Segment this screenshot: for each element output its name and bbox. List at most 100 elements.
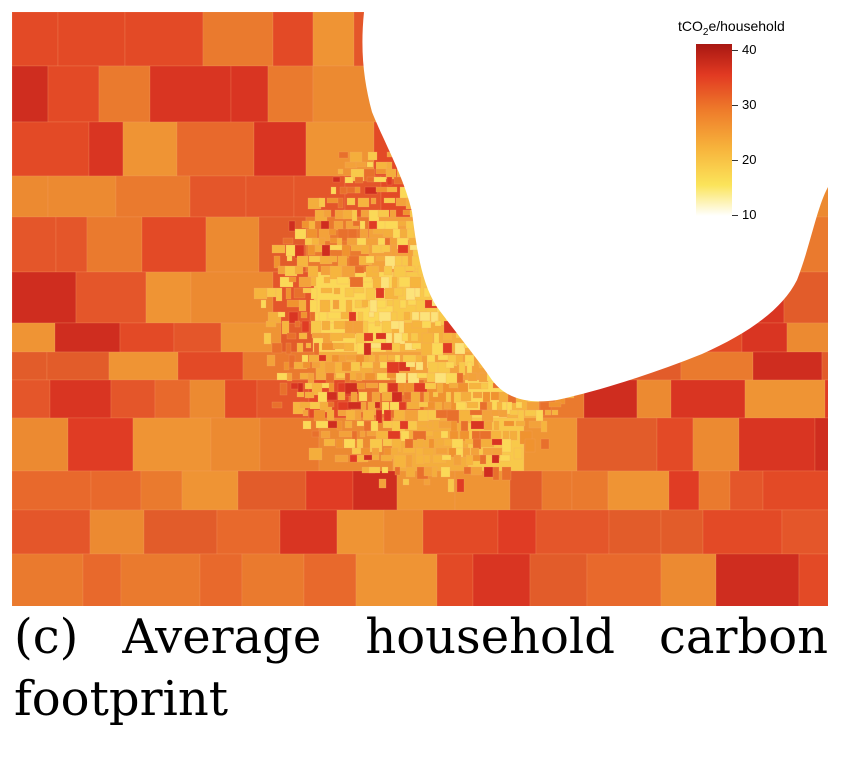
tract xyxy=(305,342,312,349)
tract xyxy=(786,322,828,353)
tract xyxy=(383,509,424,555)
tract xyxy=(445,361,455,369)
tract xyxy=(266,354,276,367)
tract xyxy=(336,420,343,431)
tract xyxy=(288,354,296,369)
tract xyxy=(412,430,427,441)
tract xyxy=(333,287,341,295)
tract xyxy=(469,409,484,416)
tract xyxy=(327,420,339,429)
tract xyxy=(395,372,407,385)
tract xyxy=(253,287,268,300)
tract xyxy=(744,379,826,419)
tract xyxy=(405,361,416,368)
tract xyxy=(384,220,399,231)
tract xyxy=(298,332,308,340)
tract xyxy=(490,391,500,401)
tract xyxy=(337,197,344,209)
tract xyxy=(241,553,305,606)
tract xyxy=(434,372,448,384)
tract xyxy=(273,255,281,269)
tract xyxy=(376,299,387,309)
tract xyxy=(337,391,346,401)
tract xyxy=(332,299,340,310)
tract xyxy=(355,161,367,168)
tract xyxy=(660,509,704,555)
tract xyxy=(501,438,512,453)
tract xyxy=(365,255,375,264)
tract xyxy=(466,401,479,409)
tract xyxy=(288,311,299,324)
tract xyxy=(411,311,420,321)
tract xyxy=(271,244,286,254)
legend-tick-mark xyxy=(732,215,738,216)
tract xyxy=(360,244,370,255)
tract xyxy=(318,354,327,362)
tract xyxy=(279,509,338,555)
tract xyxy=(371,454,380,461)
tract xyxy=(331,354,340,363)
tract xyxy=(285,287,292,300)
tract xyxy=(189,379,226,419)
tract xyxy=(460,391,472,402)
tract xyxy=(405,454,413,469)
tract xyxy=(263,332,272,345)
tract xyxy=(288,276,297,283)
tract xyxy=(375,168,387,175)
tract xyxy=(373,176,387,183)
tract xyxy=(310,287,318,300)
legend-title-subscript: 2 xyxy=(702,26,709,38)
tract xyxy=(336,276,350,285)
tract xyxy=(296,391,305,398)
tract xyxy=(343,438,356,449)
tract xyxy=(490,409,501,417)
tract xyxy=(368,466,381,474)
tract xyxy=(375,409,383,424)
tract xyxy=(368,354,376,363)
tract xyxy=(279,382,288,396)
tract xyxy=(115,175,191,218)
tract xyxy=(442,342,453,354)
tract xyxy=(405,287,416,301)
tract xyxy=(515,401,523,409)
tract xyxy=(379,361,388,369)
tract xyxy=(371,391,381,404)
tract xyxy=(140,470,183,511)
tract xyxy=(524,409,538,417)
tract xyxy=(89,509,145,555)
tract xyxy=(323,209,332,218)
tract xyxy=(271,342,283,354)
tract xyxy=(364,186,378,195)
tract xyxy=(404,409,419,423)
tract xyxy=(327,311,342,320)
tract xyxy=(344,176,354,184)
tract xyxy=(497,509,537,555)
tract xyxy=(540,438,550,450)
tract xyxy=(271,401,283,409)
tract xyxy=(320,287,333,294)
tract xyxy=(814,417,828,472)
tract xyxy=(374,401,381,409)
tract xyxy=(277,311,286,318)
tract xyxy=(173,322,222,353)
tract xyxy=(302,361,311,369)
tract xyxy=(586,553,662,606)
tract xyxy=(383,197,396,204)
tract xyxy=(385,332,393,344)
tract xyxy=(335,438,344,449)
tract xyxy=(571,470,609,511)
tract xyxy=(318,237,326,246)
tract xyxy=(354,176,364,184)
tract xyxy=(442,332,453,341)
tract xyxy=(300,311,308,319)
tract xyxy=(341,361,352,372)
tract xyxy=(328,228,337,236)
tract xyxy=(419,311,431,322)
tract xyxy=(692,417,740,472)
tract xyxy=(411,342,423,350)
tract xyxy=(326,409,335,421)
tract xyxy=(430,311,439,323)
tract xyxy=(49,379,112,419)
tract xyxy=(339,186,348,195)
tract xyxy=(381,320,393,334)
